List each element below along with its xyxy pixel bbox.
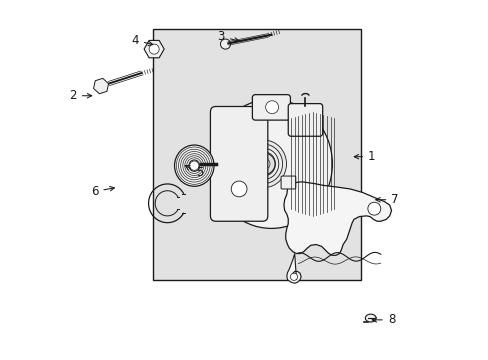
Text: 1: 1 — [353, 150, 375, 163]
FancyBboxPatch shape — [210, 107, 267, 221]
Circle shape — [265, 101, 278, 114]
Bar — [153, 30, 360, 280]
Circle shape — [367, 202, 380, 215]
Circle shape — [189, 161, 199, 170]
FancyBboxPatch shape — [287, 104, 322, 136]
Circle shape — [258, 158, 269, 170]
Ellipse shape — [245, 144, 282, 184]
Ellipse shape — [188, 160, 199, 171]
Ellipse shape — [174, 145, 214, 186]
Circle shape — [149, 44, 159, 54]
Text: 6: 6 — [91, 185, 114, 198]
Circle shape — [290, 273, 297, 280]
Polygon shape — [284, 182, 391, 255]
Circle shape — [231, 181, 246, 197]
Text: 3: 3 — [217, 30, 239, 43]
Text: 8: 8 — [371, 313, 394, 327]
Ellipse shape — [365, 314, 375, 322]
Text: 4: 4 — [131, 33, 153, 47]
Ellipse shape — [249, 148, 278, 179]
FancyBboxPatch shape — [252, 95, 290, 120]
FancyBboxPatch shape — [281, 176, 295, 189]
Text: 7: 7 — [375, 193, 398, 206]
Ellipse shape — [242, 140, 286, 188]
Ellipse shape — [252, 152, 275, 176]
Circle shape — [220, 39, 230, 49]
Text: 2: 2 — [69, 89, 92, 102]
Ellipse shape — [256, 155, 272, 172]
Ellipse shape — [210, 99, 332, 228]
Text: 5: 5 — [185, 166, 203, 179]
Circle shape — [253, 153, 274, 175]
Polygon shape — [286, 253, 301, 283]
